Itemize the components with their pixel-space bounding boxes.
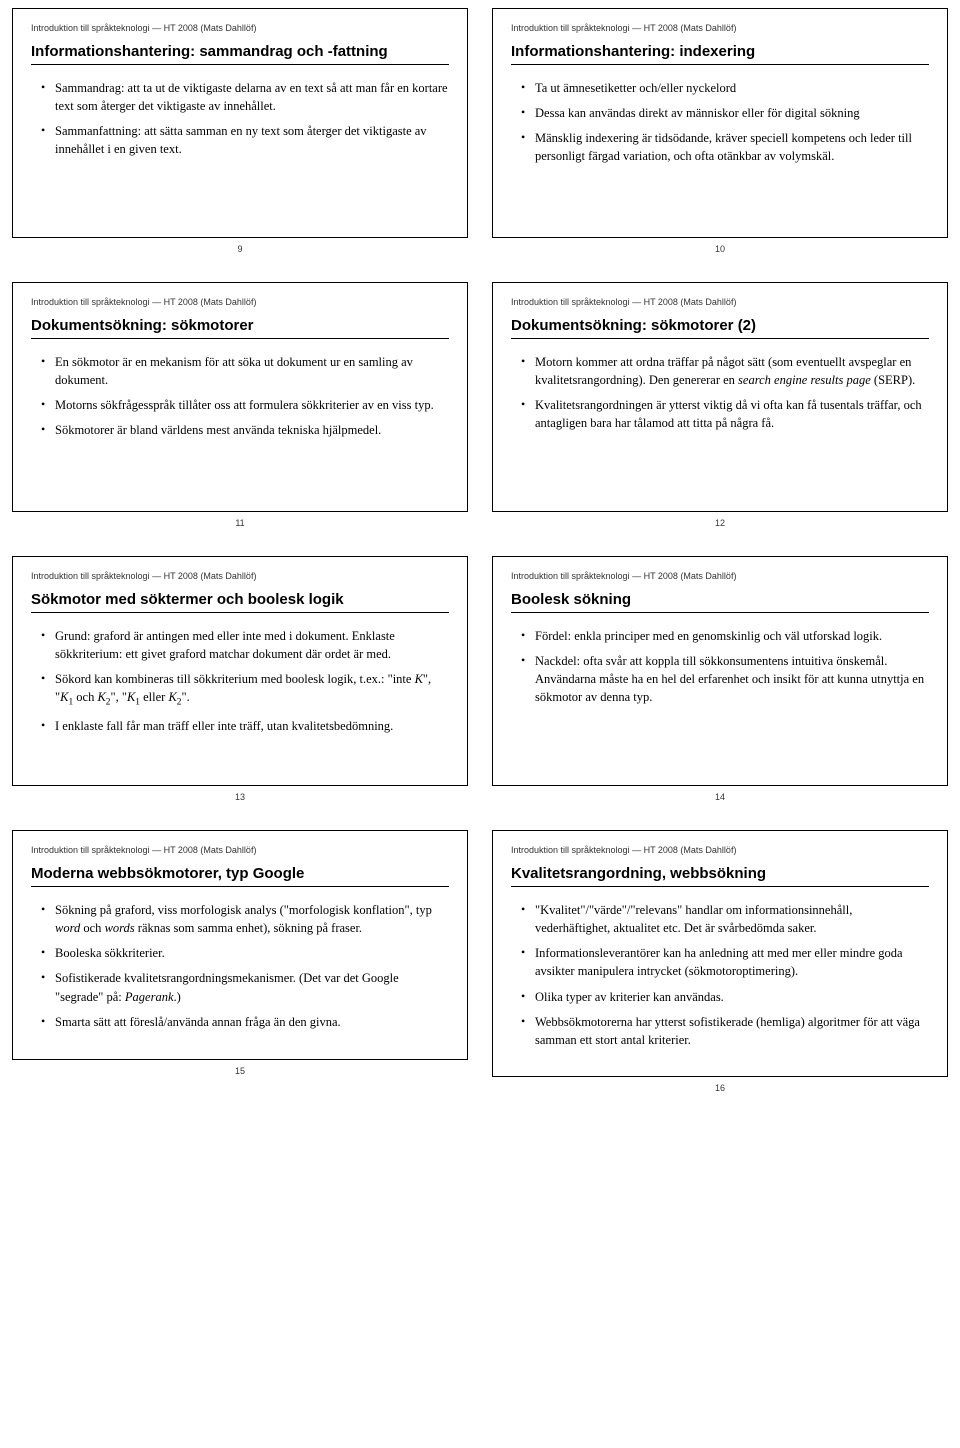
list-item: Sökord kan kombineras till sökkriterium … — [45, 670, 449, 710]
slide-header: Introduktion till språkteknologi — HT 20… — [511, 845, 929, 855]
bullet-list: Fördel: enkla principer med en genomskin… — [511, 627, 929, 707]
list-item: Olika typer av kriterier kan användas. — [525, 988, 929, 1006]
slide-box: Introduktion till språkteknologi — HT 20… — [492, 556, 948, 786]
slide-box: Introduktion till språkteknologi — HT 20… — [12, 282, 468, 512]
slide-title: Dokumentsökning: sökmotorer (2) — [511, 317, 929, 339]
list-item: Grund: graford är antingen med eller int… — [45, 627, 449, 663]
list-item: Sammandrag: att ta ut de viktigaste dela… — [45, 79, 449, 115]
slide-box: Introduktion till språkteknologi — HT 20… — [12, 8, 468, 238]
list-item: Kvalitetsrangordningen är ytterst viktig… — [525, 396, 929, 432]
list-item: En sökmotor är en mekanism för att söka … — [45, 353, 449, 389]
list-item: Sofistikerade kvalitetsrangordningsmekan… — [45, 969, 449, 1005]
list-item: Booleska sökkriterier. — [45, 944, 449, 962]
bullet-list: Sökning på graford, viss morfologisk ana… — [31, 901, 449, 1031]
slide: Introduktion till språkteknologi — HT 20… — [492, 282, 948, 528]
slide-header: Introduktion till språkteknologi — HT 20… — [31, 571, 449, 581]
slide-header: Introduktion till språkteknologi — HT 20… — [511, 297, 929, 307]
slide: Introduktion till språkteknologi — HT 20… — [492, 830, 948, 1093]
slide: Introduktion till språkteknologi — HT 20… — [12, 830, 468, 1093]
page-number: 16 — [492, 1083, 948, 1093]
slide: Introduktion till språkteknologi — HT 20… — [12, 282, 468, 528]
page-number: 9 — [12, 244, 468, 254]
slide-box: Introduktion till språkteknologi — HT 20… — [492, 8, 948, 238]
slide-title: Boolesk sökning — [511, 591, 929, 613]
page-number: 14 — [492, 792, 948, 802]
slide-title: Sökmotor med söktermer och boolesk logik — [31, 591, 449, 613]
list-item: Mänsklig indexering är tidsödande, kräve… — [525, 129, 929, 165]
list-item: Motorn kommer att ordna träffar på något… — [525, 353, 929, 389]
slide-box: Introduktion till språkteknologi — HT 20… — [492, 830, 948, 1077]
slide-header: Introduktion till språkteknologi — HT 20… — [31, 297, 449, 307]
list-item: Dessa kan användas direkt av människor e… — [525, 104, 929, 122]
slide-title: Informationshantering: indexering — [511, 43, 929, 65]
slide-title: Dokumentsökning: sökmotorer — [31, 317, 449, 339]
slide: Introduktion till språkteknologi — HT 20… — [12, 556, 468, 802]
slide-box: Introduktion till språkteknologi — HT 20… — [492, 282, 948, 512]
page-number: 13 — [12, 792, 468, 802]
page-number: 10 — [492, 244, 948, 254]
bullet-list: "Kvalitet"/"värde"/"relevans" handlar om… — [511, 901, 929, 1049]
slide-header: Introduktion till språkteknologi — HT 20… — [511, 23, 929, 33]
page-number: 11 — [12, 518, 468, 528]
list-item: Smarta sätt att föreslå/använda annan fr… — [45, 1013, 449, 1031]
list-item: "Kvalitet"/"värde"/"relevans" handlar om… — [525, 901, 929, 937]
list-item: I enklaste fall får man träff eller inte… — [45, 717, 449, 735]
list-item: Informationsleverantörer kan ha anlednin… — [525, 944, 929, 980]
list-item: Motorns sökfrågesspråk tillåter oss att … — [45, 396, 449, 414]
slide: Introduktion till språkteknologi — HT 20… — [492, 556, 948, 802]
slide-header: Introduktion till språkteknologi — HT 20… — [511, 571, 929, 581]
list-item: Sökmotorer är bland världens mest använd… — [45, 421, 449, 439]
bullet-list: Grund: graford är antingen med eller int… — [31, 627, 449, 736]
list-item: Webbsökmotorerna har ytterst sofistikera… — [525, 1013, 929, 1049]
list-item: Fördel: enkla principer med en genomskin… — [525, 627, 929, 645]
list-item: Ta ut ämnesetiketter och/eller nyckelord — [525, 79, 929, 97]
slides-grid: Introduktion till språkteknologi — HT 20… — [0, 8, 960, 1093]
bullet-list: Sammandrag: att ta ut de viktigaste dela… — [31, 79, 449, 159]
slide-box: Introduktion till språkteknologi — HT 20… — [12, 830, 468, 1060]
slide-title: Moderna webbsökmotorer, typ Google — [31, 865, 449, 887]
slide: Introduktion till språkteknologi — HT 20… — [12, 8, 468, 254]
slide-header: Introduktion till språkteknologi — HT 20… — [31, 23, 449, 33]
bullet-list: Motorn kommer att ordna träffar på något… — [511, 353, 929, 433]
page-number: 12 — [492, 518, 948, 528]
list-item: Nackdel: ofta svår att koppla till sökko… — [525, 652, 929, 706]
slide: Introduktion till språkteknologi — HT 20… — [492, 8, 948, 254]
list-item: Sammanfattning: att sätta samman en ny t… — [45, 122, 449, 158]
slide-box: Introduktion till språkteknologi — HT 20… — [12, 556, 468, 786]
slide-header: Introduktion till språkteknologi — HT 20… — [31, 845, 449, 855]
slide-title: Informationshantering: sammandrag och -f… — [31, 43, 449, 65]
bullet-list: Ta ut ämnesetiketter och/eller nyckelord… — [511, 79, 929, 166]
list-item: Sökning på graford, viss morfologisk ana… — [45, 901, 449, 937]
slide-title: Kvalitetsrangordning, webbsökning — [511, 865, 929, 887]
page-number: 15 — [12, 1066, 468, 1076]
bullet-list: En sökmotor är en mekanism för att söka … — [31, 353, 449, 440]
